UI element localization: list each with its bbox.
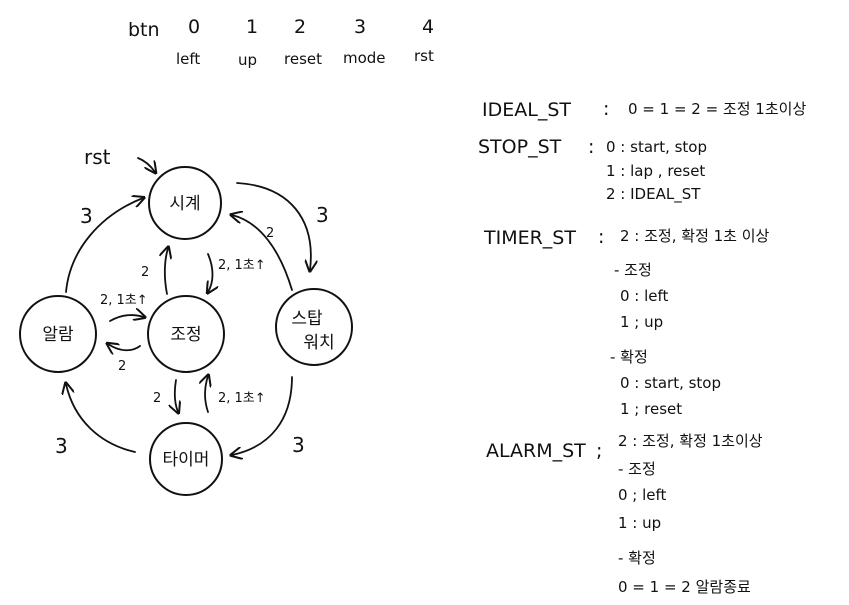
- note-ideal-sep: :: [603, 98, 609, 120]
- state-stopwatch: 스탑 워치: [275, 288, 353, 366]
- state-stopwatch-label-line1: 스탑: [291, 309, 323, 329]
- edge-alarm-to-adjust: [109, 315, 144, 322]
- edge-stopwatch-to-clock: [232, 215, 293, 291]
- note-timer-adjust-line-1: 1 ; up: [620, 313, 663, 331]
- button-number-4: 4: [422, 16, 434, 38]
- rst-entry-arrow: [137, 157, 155, 172]
- state-clock-label: 시계: [169, 194, 200, 214]
- edge-adjust-to-timer-label: 2: [153, 391, 161, 406]
- edge-alarm-to-clock: [65, 198, 143, 293]
- button-name-0: left: [176, 50, 200, 68]
- note-timer-header: 2 : 조정, 확정 1초 이상: [620, 227, 770, 245]
- edge-alarm-to-clock-label: 3: [80, 204, 93, 228]
- note-alarm-header: 2 : 조정, 확정 1초이상: [618, 432, 763, 450]
- rst-entry-label: rst: [84, 145, 111, 169]
- state-adjust-circle: [147, 295, 225, 373]
- note-timer-adjust-line-0: 0 : left: [620, 287, 669, 305]
- edge-alarm-to-adjust-label: 2, 1초↑: [100, 293, 148, 308]
- note-timer-key: TIMER_ST: [483, 227, 576, 249]
- edge-clock-to-stopwatch: [236, 182, 311, 270]
- note-timer-sep: :: [598, 226, 604, 248]
- note-stop-line-1: 1 : lap , reset: [606, 162, 705, 180]
- edge-timer-to-adjust: [205, 376, 208, 413]
- edge-stopwatch-to-timer: [232, 376, 293, 455]
- edge-adjust-to-clock-label: 2: [141, 265, 149, 280]
- note-alarm-confirm-line-0: 0 = 1 = 2 알람종료: [618, 578, 751, 596]
- note-ideal-text: 0 = 1 = 2 = 조정 1초이상: [628, 100, 806, 118]
- button-number-3: 3: [354, 16, 366, 38]
- note-alarm-sep: ;: [596, 440, 602, 462]
- transitions: rst 3 2 2, 1초↑ 2 3 2, 1초↑ 2 2 2, 1초↑ 3: [55, 145, 329, 458]
- button-name-1: up: [238, 51, 257, 69]
- state-clock: 시계: [148, 166, 222, 240]
- state-notes: IDEAL_ST : 0 = 1 = 2 = 조정 1초이상 STOP_ST :…: [478, 98, 806, 596]
- note-timer-confirm-line-0: 0 : start, stop: [620, 374, 721, 392]
- note-timer-confirm-line-1: 1 ; reset: [620, 400, 682, 418]
- note-alarm-key: ALARM_ST: [486, 440, 586, 462]
- state-stopwatch-label-line2: 워치: [303, 333, 334, 353]
- button-number-2: 2: [294, 16, 306, 38]
- note-timer-adjust-title: - 조정: [614, 261, 652, 279]
- button-name-4: rst: [414, 47, 434, 65]
- edge-adjust-to-clock: [165, 248, 168, 295]
- note-stop-line-2: 2 : IDEAL_ST: [606, 185, 701, 204]
- button-mapping: btn 0 1 2 3 4 left up reset mode rst: [128, 16, 434, 69]
- note-stop-line-0: 0 : start, stop: [606, 138, 707, 156]
- state-timer-label: 타이머: [163, 450, 210, 470]
- edge-clock-to-adjust: [208, 253, 213, 292]
- button-number-1: 1: [246, 16, 258, 38]
- note-alarm-confirm-title: - 확정: [618, 549, 656, 567]
- note-stop-key: STOP_ST: [478, 136, 562, 158]
- edge-timer-to-alarm-label: 3: [55, 434, 68, 458]
- state-timer-circle: [149, 422, 223, 496]
- button-name-2: reset: [284, 50, 322, 68]
- button-number-0: 0: [188, 16, 200, 38]
- edge-timer-to-adjust-label: 2, 1초↑: [218, 391, 266, 406]
- btn-label: btn: [128, 19, 160, 41]
- state-timer: 타이머: [149, 422, 223, 496]
- state-alarm: 알람: [19, 295, 97, 373]
- button-name-3: mode: [343, 49, 386, 67]
- state-stopwatch-circle: [275, 288, 353, 366]
- state-alarm-circle: [19, 295, 97, 373]
- edge-adjust-to-timer: [175, 379, 178, 412]
- note-ideal-key: IDEAL_ST: [482, 99, 571, 121]
- note-alarm-adjust-title: - 조정: [618, 460, 656, 478]
- edge-adjust-to-alarm: [108, 344, 141, 350]
- edge-clock-to-stopwatch-label: 3: [316, 203, 329, 227]
- edge-clock-to-adjust-label: 2, 1초↑: [218, 258, 266, 273]
- note-alarm-adjust-line-0: 0 ; left: [618, 486, 667, 504]
- note-timer-confirm-title: - 확정: [610, 348, 648, 366]
- edge-timer-to-alarm: [66, 384, 136, 453]
- state-alarm-label: 알람: [42, 325, 74, 345]
- note-alarm-adjust-line-1: 1 : up: [618, 514, 661, 532]
- edge-adjust-to-alarm-label: 2: [118, 359, 126, 374]
- state-clock-circle: [148, 166, 222, 240]
- edge-stopwatch-to-clock-label: 2: [266, 226, 274, 241]
- note-stop-sep: :: [588, 136, 594, 158]
- edge-stopwatch-to-timer-label: 3: [292, 433, 305, 457]
- state-adjust-label: 조정: [170, 325, 201, 345]
- state-adjust: 조정: [147, 295, 225, 373]
